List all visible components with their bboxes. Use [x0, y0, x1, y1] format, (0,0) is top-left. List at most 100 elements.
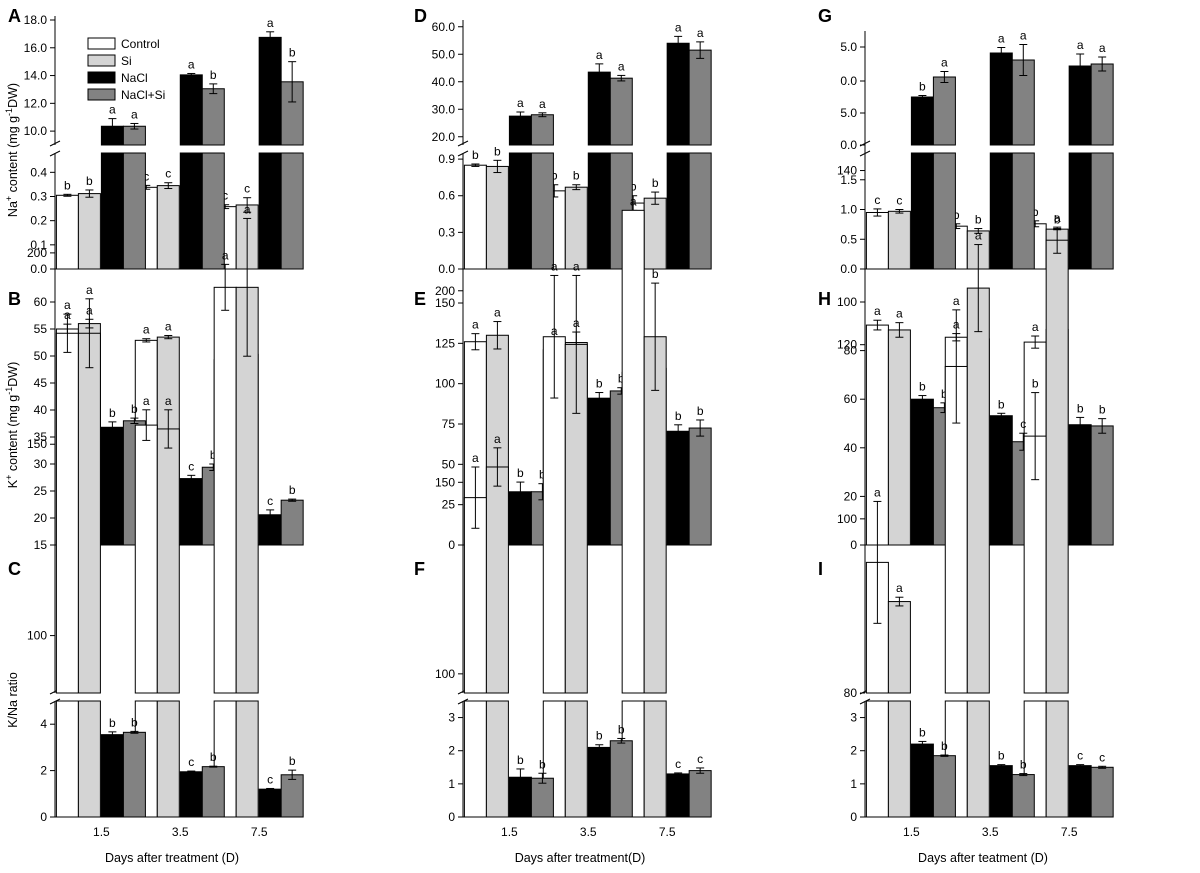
significance-letter: a — [953, 294, 960, 308]
bar — [989, 152, 1013, 270]
significance-letter: c — [165, 167, 171, 181]
x-tick-label: 1.5 — [93, 825, 110, 839]
y-tick-label: 100 — [435, 377, 455, 391]
bar — [666, 773, 690, 818]
bar — [463, 164, 487, 270]
y-tick-label: 100 — [837, 295, 857, 309]
bar — [865, 211, 889, 270]
bar — [201, 152, 225, 270]
bar — [530, 777, 554, 818]
y-tick-label: 50 — [34, 349, 48, 363]
legend-swatch — [87, 37, 116, 50]
bar — [587, 746, 611, 818]
significance-letter: a — [64, 298, 71, 312]
bar — [910, 152, 934, 270]
significance-letter: a — [165, 319, 172, 333]
bar — [688, 49, 712, 146]
y-tick-label: 3 — [448, 711, 455, 725]
y-tick-label: 2 — [448, 744, 455, 758]
significance-letter: a — [975, 229, 982, 243]
bar — [122, 152, 146, 270]
y-tick-label: 0.4 — [30, 165, 47, 179]
significance-letter: b — [1054, 213, 1061, 227]
y-tick-label: 35 — [34, 430, 48, 444]
x-axis-title: Days after teatment (D) — [918, 851, 1048, 865]
y-tick-label: 100 — [837, 512, 857, 526]
significance-letter: a — [1054, 211, 1061, 225]
significance-letter: c — [874, 193, 880, 207]
bar — [688, 152, 712, 270]
significance-letter: c — [1099, 750, 1105, 764]
bar — [508, 152, 532, 270]
y-tick-label: 14.0 — [24, 69, 48, 83]
y-tick-label: 0.9 — [438, 152, 455, 166]
y-tick-label: 120 — [837, 338, 857, 352]
significance-letter: b — [919, 80, 926, 94]
bar — [1068, 152, 1092, 270]
y-axis-title-k-part: DW) — [6, 362, 20, 387]
y-axis-title-k-part: -1 — [4, 387, 14, 395]
significance-letter: a — [244, 202, 251, 216]
significance-letter: b — [998, 397, 1005, 411]
y-tick-label: 15 — [34, 538, 48, 552]
significance-letter: b — [86, 174, 93, 188]
bar — [1068, 424, 1092, 546]
y-tick-label: 0.3 — [438, 225, 455, 239]
x-axis-title: Days after treatment(D) — [515, 851, 646, 865]
y-tick-label: 0.0 — [840, 262, 857, 276]
x-tick-label: 3.5 — [580, 825, 597, 839]
y-tick-label: 75 — [442, 417, 456, 431]
significance-letter: c — [1077, 749, 1083, 763]
y-axis-title-na-part: + — [4, 196, 14, 201]
bar — [643, 197, 667, 270]
y-tick-label: 0.0 — [30, 262, 47, 276]
panel-letter: E — [414, 289, 426, 309]
significance-letter: a — [573, 259, 580, 273]
significance-letter: a — [551, 259, 558, 273]
panel-d: 20.030.040.050.060.00.00.30.60.9 bbbbbbaa… — [414, 6, 712, 276]
bar — [587, 71, 611, 146]
bar — [1090, 63, 1114, 146]
bar — [1090, 425, 1114, 546]
legend-label: NaCl+Si — [121, 88, 165, 102]
significance-letter: b — [953, 208, 960, 222]
bar — [179, 152, 203, 270]
significance-letter: c — [697, 752, 703, 766]
legend-label: Si — [121, 54, 132, 68]
significance-letter: a — [494, 306, 501, 320]
y-tick-label: 25 — [34, 484, 48, 498]
y-tick-label: 1 — [448, 777, 455, 791]
y-tick-label: 2 — [850, 744, 857, 758]
panel-letter: C — [8, 559, 21, 579]
significance-letter: c — [222, 189, 228, 203]
significance-letter: b — [109, 406, 116, 420]
bar — [156, 428, 180, 694]
significance-letter: a — [472, 318, 479, 332]
significance-letter: b — [551, 169, 558, 183]
significance-letter: b — [630, 180, 637, 194]
significance-letter: a — [618, 59, 625, 73]
significance-letter: b — [975, 213, 982, 227]
panel-letter: H — [818, 289, 831, 309]
bar — [77, 700, 101, 818]
x-tick-label: 1.5 — [903, 825, 920, 839]
panel-letter: A — [8, 6, 21, 26]
significance-letter: b — [941, 739, 948, 753]
significance-letter: a — [596, 48, 603, 62]
y-tick-label: 60 — [844, 392, 858, 406]
significance-letter: b — [697, 404, 704, 418]
y-tick-label: 40 — [844, 441, 858, 455]
bar — [280, 774, 304, 818]
bar — [609, 740, 633, 818]
y-tick-label: 150 — [27, 437, 47, 451]
y-tick-label: 80 — [844, 686, 858, 700]
bar — [485, 165, 509, 270]
bar — [1068, 765, 1092, 818]
y-axis-title-na-part: Na — [6, 201, 20, 217]
y-tick-label: 20 — [34, 511, 48, 525]
bar — [100, 152, 124, 270]
significance-letter: a — [1099, 41, 1106, 55]
